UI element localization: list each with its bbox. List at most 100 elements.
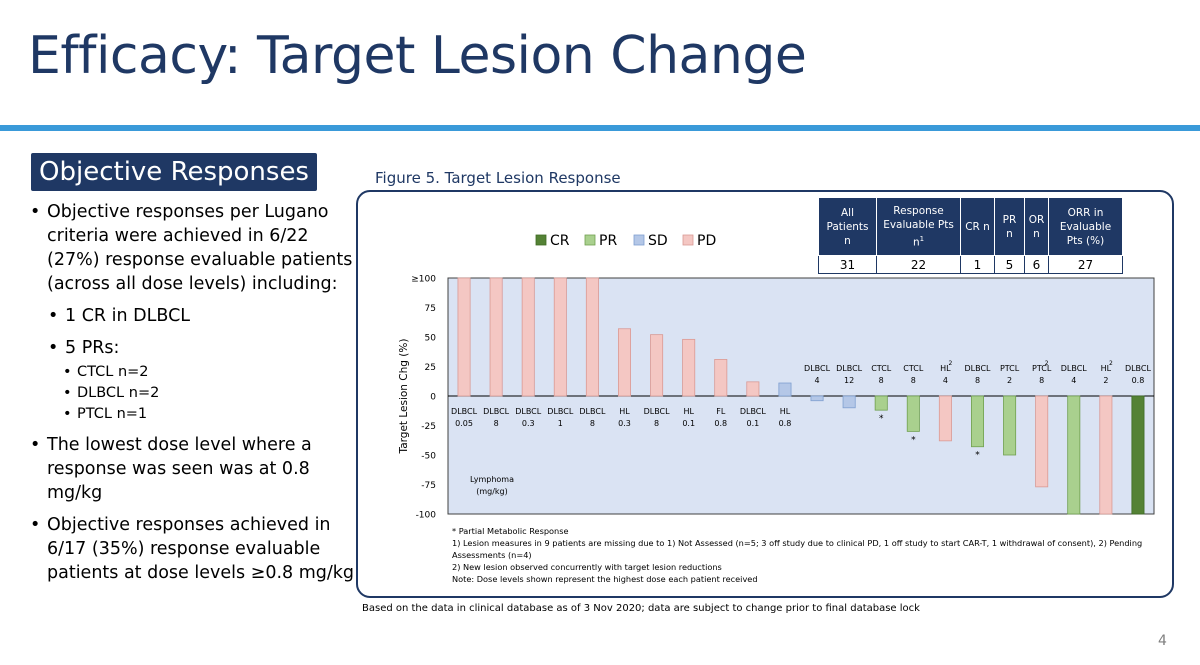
bar-histology-label: DLBCL xyxy=(740,407,767,416)
bar-dose-label: 0.8 xyxy=(1132,376,1145,385)
note-line: 1) Lesion measures in 9 patients are mis… xyxy=(452,538,1143,560)
legend-label: PD xyxy=(697,233,716,249)
bar-histology-label: PTCL xyxy=(1032,364,1052,373)
y-tick-label: -75 xyxy=(421,481,436,491)
bullet-item: Objective responses achieved in 6/17 (35… xyxy=(28,513,358,585)
y-tick-label: 75 xyxy=(425,304,436,314)
legend-label: SD xyxy=(648,233,668,249)
legend-swatch-pd xyxy=(682,234,694,246)
bar-dose-label: 4 xyxy=(1071,376,1076,385)
legend-swatch-pr xyxy=(584,234,596,246)
note-line: Note: Dose levels shown represent the hi… xyxy=(452,574,758,584)
bar-pd xyxy=(938,395,952,442)
bar-pd xyxy=(1099,395,1113,515)
table-header: ORR in Evaluable Pts (%) xyxy=(1048,197,1123,256)
bar-sd xyxy=(778,382,792,397)
bullet-subitem: DLBCL n=2 xyxy=(62,383,358,404)
annotation-units: (mg/kg) xyxy=(476,487,508,496)
annotation-lymphoma: Lymphoma xyxy=(470,475,514,484)
table-header: PR n xyxy=(994,197,1025,256)
table-cell: 1 xyxy=(960,255,995,274)
bar-pd xyxy=(682,338,696,397)
legend-swatch-sd xyxy=(633,234,645,246)
note-line: 2) New lesion observed concurrently with… xyxy=(452,562,722,572)
bar-pd xyxy=(585,277,599,397)
y-tick-label: -50 xyxy=(421,452,436,462)
y-axis-label: Target Lesion Chg (%) xyxy=(398,339,410,455)
bar-dose-label: 2 xyxy=(1007,376,1012,385)
bar-histology-label: DLBCL xyxy=(964,364,991,373)
bar-dose-label: 4 xyxy=(814,376,819,385)
bar-histology-label: DLBCL xyxy=(483,407,510,416)
database-footnote: Based on the data in clinical database a… xyxy=(362,603,920,614)
bar-histology-label: DLBCL xyxy=(1061,364,1088,373)
bar-pd xyxy=(457,277,471,397)
bar-histology-label: DLBCL xyxy=(515,407,542,416)
bar-pd xyxy=(618,328,631,397)
bar-dose-label: 8 xyxy=(975,376,980,385)
bar-histology-label: DLBCL xyxy=(804,364,831,373)
bar-pd xyxy=(714,359,728,397)
bar-superscript: 2 xyxy=(948,360,952,367)
bar-dose-label: 8 xyxy=(879,376,884,385)
bar-dose-label: 8 xyxy=(590,419,595,428)
bar-histology-label: HL xyxy=(1101,364,1112,373)
bar-dose-label: 0.3 xyxy=(618,419,631,428)
bar-pd xyxy=(489,277,503,397)
bar-histology-label: DLBCL xyxy=(644,407,671,416)
bullet-item: The lowest dose level where a response w… xyxy=(28,433,358,505)
bullet-list: Objective responses per Lugano criteria … xyxy=(28,200,358,593)
title-divider xyxy=(0,125,1200,131)
y-tick-label: ≥100 xyxy=(411,275,436,285)
y-tick-label: -100 xyxy=(416,511,437,521)
bar-sd xyxy=(810,395,824,402)
bar-sd xyxy=(842,395,856,409)
bar-histology-label: DLBCL xyxy=(579,407,606,416)
bar-histology-label: DLBCL xyxy=(451,407,478,416)
figure-notes: * Partial Metabolic Response 1) Lesion m… xyxy=(452,525,1152,585)
bar-dose-label: 8 xyxy=(911,376,916,385)
bar-histology-label: FL xyxy=(716,407,726,416)
bar-pd xyxy=(746,381,760,397)
bullet-item: 5 PRs: xyxy=(46,336,358,360)
bullet-item: Objective responses per Lugano criteria … xyxy=(28,200,358,296)
page-number: 4 xyxy=(1158,633,1167,649)
y-tick-label: 25 xyxy=(425,363,436,373)
partial-metabolic-marker: * xyxy=(911,435,916,445)
partial-metabolic-marker: * xyxy=(879,414,884,424)
section-badge: Objective Responses xyxy=(31,153,317,191)
response-summary-table: All Patients n Response Evaluable Pts n1… xyxy=(818,197,1123,274)
figure-frame xyxy=(356,190,1174,598)
table-header: CR n xyxy=(960,197,995,256)
legend-label: PR xyxy=(599,233,617,249)
table-cell: 22 xyxy=(876,255,961,274)
slide-title: Efficacy: Target Lesion Change xyxy=(28,26,807,86)
table-cell: 27 xyxy=(1048,255,1123,274)
bar-dose-label: 8 xyxy=(1039,376,1044,385)
bar-dose-label: 1 xyxy=(558,419,563,428)
bar-histology-label: CTCL xyxy=(903,364,924,373)
bar-histology-label: HL xyxy=(683,407,694,416)
bar-dose-label: 4 xyxy=(943,376,948,385)
bar-histology-label: DLBCL xyxy=(836,364,863,373)
bar-cr xyxy=(1131,395,1145,515)
note-line: * Partial Metabolic Response xyxy=(452,526,569,536)
table-header: Response Evaluable Pts n1 xyxy=(876,197,961,256)
bullet-item: 1 CR in DLBCL xyxy=(46,304,358,328)
bar-pd xyxy=(521,277,535,397)
bar-pr xyxy=(874,395,888,411)
bar-pd xyxy=(1035,395,1049,488)
bar-dose-label: 8 xyxy=(494,419,499,428)
bar-pd xyxy=(553,277,567,397)
bar-pr xyxy=(971,395,984,448)
bar-histology-label: DLBCL xyxy=(547,407,574,416)
bar-histology-label: DLBCL xyxy=(1125,364,1152,373)
bullet-subitem: PTCL n=1 xyxy=(62,404,358,425)
bar-superscript: 2 xyxy=(1109,360,1113,367)
bar-dose-label: 2 xyxy=(1103,376,1108,385)
bar-dose-label: 0.8 xyxy=(779,419,792,428)
legend-swatch-cr xyxy=(535,234,547,246)
bar-dose-label: 12 xyxy=(844,376,854,385)
bar-dose-label: 0.8 xyxy=(714,419,727,428)
bar-dose-label: 8 xyxy=(654,419,659,428)
